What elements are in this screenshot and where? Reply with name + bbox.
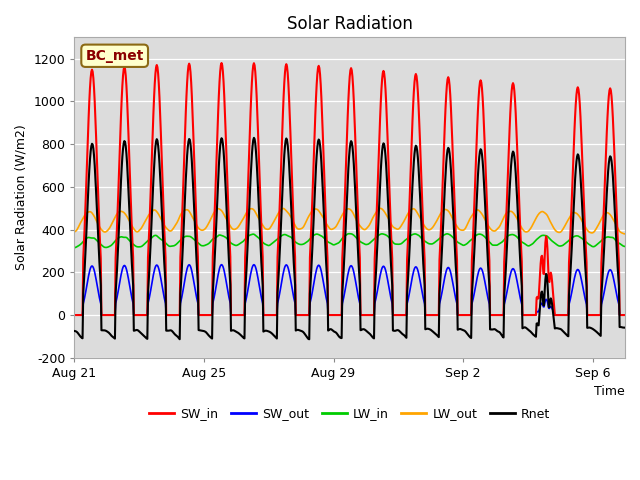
LW_out — [376, 205, 384, 211]
LW_in — [182, 233, 189, 239]
LW_in — [356, 239, 364, 244]
SW_out — [145, 298, 152, 303]
LW_in — [621, 243, 628, 249]
LW_out — [621, 231, 628, 237]
SW_out — [403, 312, 410, 318]
LW_out — [355, 222, 363, 228]
SW_out — [356, 301, 364, 307]
Rnet — [492, 327, 500, 333]
LW_in — [70, 245, 78, 251]
Rnet — [133, 327, 141, 333]
Rnet — [621, 325, 628, 331]
LW_in — [345, 231, 353, 237]
SW_out — [70, 312, 78, 318]
LW_in — [133, 244, 141, 250]
LW_out — [133, 229, 141, 235]
Rnet — [250, 135, 258, 141]
X-axis label: Time: Time — [595, 385, 625, 398]
SW_out — [182, 272, 189, 277]
Rnet — [145, 279, 152, 285]
SW_in — [492, 312, 499, 318]
Rnet — [182, 177, 189, 182]
LW_in — [145, 237, 152, 243]
Line: SW_out: SW_out — [74, 264, 625, 315]
Rnet — [403, 291, 411, 297]
LW_out — [182, 207, 189, 213]
Rnet — [305, 336, 313, 342]
SW_in — [621, 312, 628, 318]
Rnet — [356, 327, 364, 333]
LW_out — [403, 214, 410, 219]
Rnet — [70, 328, 78, 334]
Y-axis label: Solar Radiation (W/m2): Solar Radiation (W/m2) — [15, 125, 28, 270]
Text: BC_met: BC_met — [86, 49, 144, 63]
Line: LW_in: LW_in — [74, 234, 625, 248]
Line: SW_in: SW_in — [74, 63, 625, 315]
LW_out — [492, 228, 499, 234]
SW_in — [133, 312, 141, 318]
SW_in — [70, 312, 78, 318]
Line: Rnet: Rnet — [74, 138, 625, 339]
LW_out — [145, 212, 152, 218]
SW_out — [492, 312, 499, 318]
SW_in — [403, 312, 410, 318]
Title: Solar Radiation: Solar Radiation — [287, 15, 413, 33]
SW_in — [182, 110, 189, 116]
SW_out — [621, 312, 628, 318]
LW_in — [492, 242, 499, 248]
LW_in — [403, 237, 410, 242]
SW_in — [356, 255, 364, 261]
Line: LW_out: LW_out — [74, 208, 625, 234]
SW_out — [133, 312, 141, 318]
LW_out — [70, 229, 78, 235]
SW_in — [218, 60, 225, 66]
Legend: SW_in, SW_out, LW_in, LW_out, Rnet: SW_in, SW_out, LW_in, LW_out, Rnet — [144, 403, 556, 425]
SW_out — [218, 262, 225, 267]
SW_in — [145, 240, 152, 246]
